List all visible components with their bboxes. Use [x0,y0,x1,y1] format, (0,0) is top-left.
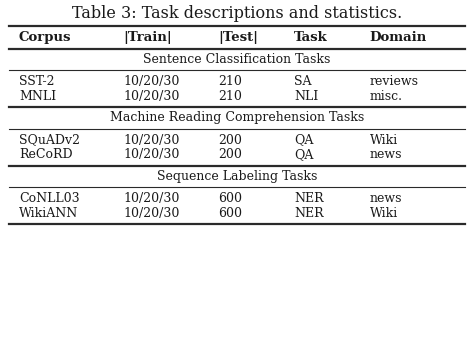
Text: |Test|: |Test| [218,31,258,44]
Text: 10/20/30: 10/20/30 [123,90,180,103]
Text: QA: QA [294,134,313,147]
Text: Corpus: Corpus [19,31,72,44]
Text: SQuADv2: SQuADv2 [19,134,80,147]
Text: misc.: misc. [370,90,403,103]
Text: 10/20/30: 10/20/30 [123,148,180,161]
Text: 200: 200 [218,148,242,161]
Text: 10/20/30: 10/20/30 [123,75,180,88]
Text: 200: 200 [218,134,242,147]
Text: Domain: Domain [370,31,427,44]
Text: Task: Task [294,31,328,44]
Text: NER: NER [294,207,323,220]
Text: SST-2: SST-2 [19,75,55,88]
Text: 600: 600 [218,192,242,205]
Text: reviews: reviews [370,75,419,88]
Text: Sentence Classification Tasks: Sentence Classification Tasks [143,53,331,66]
Text: CoNLL03: CoNLL03 [19,192,80,205]
Text: NER: NER [294,192,323,205]
Text: 10/20/30: 10/20/30 [123,192,180,205]
Text: |Train|: |Train| [123,31,172,44]
Text: news: news [370,148,402,161]
Text: Table 3: Task descriptions and statistics.: Table 3: Task descriptions and statistic… [72,5,402,22]
Text: NLI: NLI [294,90,318,103]
Text: 600: 600 [218,207,242,220]
Text: Sequence Labeling Tasks: Sequence Labeling Tasks [157,170,317,183]
Text: 10/20/30: 10/20/30 [123,134,180,147]
Text: SA: SA [294,75,311,88]
Text: Wiki: Wiki [370,207,398,220]
Text: WikiANN: WikiANN [19,207,78,220]
Text: QA: QA [294,148,313,161]
Text: Wiki: Wiki [370,134,398,147]
Text: ReCoRD: ReCoRD [19,148,73,161]
Text: MNLI: MNLI [19,90,56,103]
Text: 210: 210 [218,75,242,88]
Text: 210: 210 [218,90,242,103]
Text: news: news [370,192,402,205]
Text: 10/20/30: 10/20/30 [123,207,180,220]
Text: Machine Reading Comprehension Tasks: Machine Reading Comprehension Tasks [110,111,364,124]
